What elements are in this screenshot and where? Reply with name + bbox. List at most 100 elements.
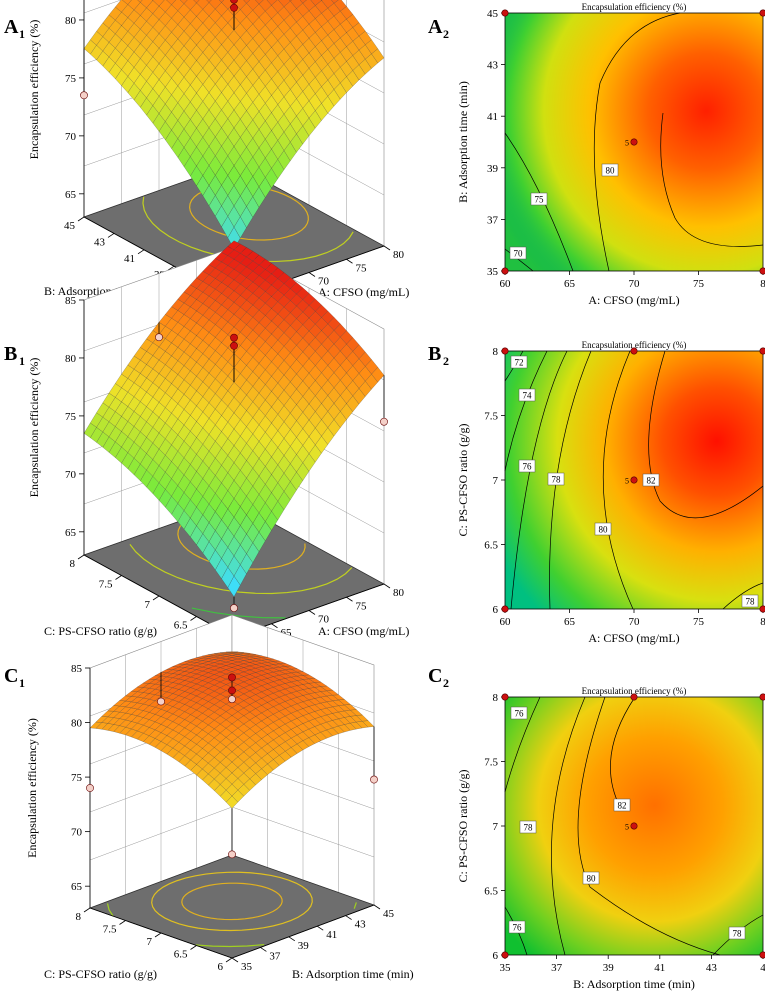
z-tick-label: 65 — [71, 881, 83, 893]
panel-label-b1: B 1 — [4, 343, 25, 368]
surface-facet — [331, 0, 339, 4]
design-point-marker — [230, 3, 238, 12]
y-tick-label: 6 — [493, 950, 499, 962]
contour-label: 82 — [647, 476, 656, 486]
floor-contour-line — [191, 607, 286, 619]
floor-contour-line — [353, 902, 357, 909]
surface-facet — [290, 0, 304, 9]
x-tick-label: 43 — [706, 962, 718, 974]
x-tick — [383, 245, 391, 251]
z-tick-label: 85 — [65, 295, 77, 307]
x-tick — [308, 610, 316, 615]
contour-label: 70 — [514, 249, 524, 259]
z-tick-label: 70 — [65, 469, 77, 481]
center-point-count: 5 — [625, 823, 629, 832]
contour-label-box — [728, 926, 746, 940]
x-axis-title: B: Adsorption time (min) — [292, 967, 414, 981]
panel-label-c1: C 1 — [4, 665, 25, 690]
x-tick-label: 70 — [629, 278, 641, 290]
surface-facet — [266, 0, 278, 6]
contour-label: 74 — [523, 391, 533, 401]
surface-facet — [208, 0, 222, 10]
contour-label: 78 — [733, 929, 743, 939]
y-tick — [119, 920, 126, 925]
contour-label-box — [547, 472, 565, 486]
design-point-marker — [630, 693, 638, 701]
design-point-marker — [155, 333, 163, 342]
x-axis-title: B: Adsorption time (min) — [573, 977, 695, 991]
surface-facet — [243, 0, 251, 4]
contour-label-box — [530, 192, 548, 206]
contour-line — [504, 132, 574, 272]
y-tick-label: 7.5 — [484, 757, 498, 769]
surface-facet — [137, 0, 143, 3]
y-tick — [167, 265, 175, 271]
z-tick-label: 85 — [71, 663, 83, 675]
contour-label-box — [519, 820, 537, 834]
contour-label: 76 — [515, 709, 525, 719]
contour-label-box — [613, 798, 631, 812]
y-tick-label: 37 — [487, 214, 499, 226]
design-point-marker — [228, 673, 236, 682]
surface-facet — [299, 0, 307, 4]
surface-facet — [179, 0, 188, 4]
y-tick — [77, 554, 85, 560]
x-tick-label: 35 — [500, 962, 512, 974]
x-tick-label: 41 — [326, 929, 337, 941]
x-tick-label: 75 — [356, 262, 368, 274]
svg-text:A: A — [4, 16, 19, 38]
surface-facet — [171, 0, 185, 11]
x-tick-label: 39 — [298, 940, 310, 952]
contour-title: Encapsulation efficiency (%) — [582, 340, 687, 350]
x-tick — [346, 596, 353, 602]
x-tick-label: 75 — [693, 278, 705, 290]
x-tick — [345, 915, 352, 920]
contour-label-box — [582, 871, 600, 885]
y-tick-label: 7 — [493, 821, 499, 833]
svg-text:A: A — [428, 16, 443, 38]
floor-contour-line — [151, 871, 313, 932]
x-tick-label: 8 — [760, 616, 765, 628]
y-tick-label: 8 — [76, 911, 82, 923]
y-axis-title: C: PS-CFSO ratio (g/g) — [44, 967, 157, 981]
x-tick-label: 37 — [551, 962, 563, 974]
surface-facet — [183, 0, 197, 11]
surface-facet — [152, 0, 165, 7]
contour-line — [577, 696, 721, 956]
y-tick-label: 7.5 — [103, 924, 117, 936]
design-point-marker — [759, 347, 765, 355]
contour-label-box — [508, 920, 526, 934]
contour-title: Encapsulation efficiency (%) — [582, 2, 687, 12]
contour-line — [549, 350, 592, 610]
surface-facet — [196, 0, 210, 10]
y-tick — [190, 616, 197, 621]
contour-title: Encapsulation efficiency (%) — [582, 686, 687, 696]
x-tick — [316, 925, 324, 931]
x-axis-line — [231, 904, 375, 959]
z-tick-label: 80 — [65, 15, 77, 27]
x-tick — [373, 904, 381, 910]
x-axis-title: A: CFSO (mg/mL) — [588, 631, 679, 645]
x-tick-label: 65 — [564, 616, 576, 628]
z-axis-title: Encapsulation efficiency (%) — [27, 358, 41, 498]
x-tick-label: 65 — [281, 627, 293, 639]
surface-facet — [127, 0, 141, 11]
y-tick — [137, 249, 145, 255]
svg-text:C: C — [428, 665, 442, 687]
x-tick-label: 60 — [500, 616, 512, 628]
design-point-marker — [501, 605, 509, 613]
design-point-marker — [80, 91, 88, 100]
panel-label-b2: B 2 — [428, 343, 449, 368]
surface-facet — [121, 0, 132, 5]
design-point-marker — [501, 267, 509, 275]
design-point-marker — [228, 686, 236, 695]
y-tick — [115, 575, 122, 580]
y-tick — [83, 907, 91, 913]
x-tick — [346, 258, 353, 264]
floor-contour-line — [129, 544, 353, 595]
y-tick-label: 7.5 — [99, 579, 113, 591]
design-point-marker — [230, 341, 238, 350]
x-tick — [288, 936, 296, 942]
design-point-marker — [630, 822, 638, 830]
